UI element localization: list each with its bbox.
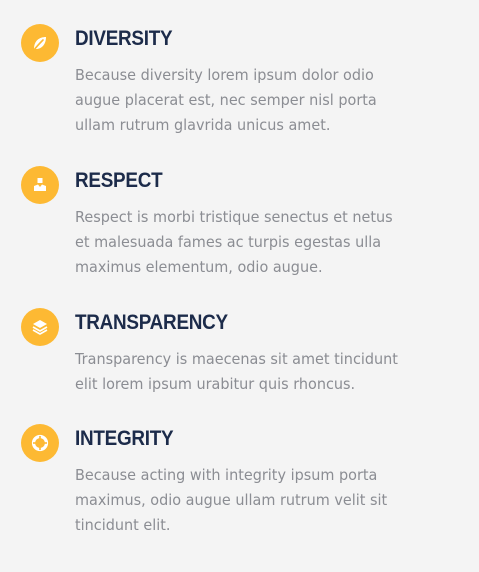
- person-icon: [21, 166, 59, 204]
- value-description: Transparency is maecenas sit amet tincid…: [75, 350, 398, 393]
- value-description: Because acting with integrity ipsum port…: [75, 466, 388, 534]
- leaf-icon: [21, 24, 59, 62]
- value-description: Because diversity lorem ipsum dolor odio…: [75, 66, 377, 134]
- value-title: DIVERSITY: [75, 27, 173, 50]
- lifebuoy-icon: [21, 424, 59, 462]
- value-description: Respect is morbi tristique senectus et n…: [75, 208, 393, 276]
- value-title: RESPECT: [75, 169, 163, 192]
- value-title: TRANSPARENCY: [75, 311, 228, 334]
- value-title: INTEGRITY: [75, 427, 174, 450]
- layers-icon: [21, 308, 59, 346]
